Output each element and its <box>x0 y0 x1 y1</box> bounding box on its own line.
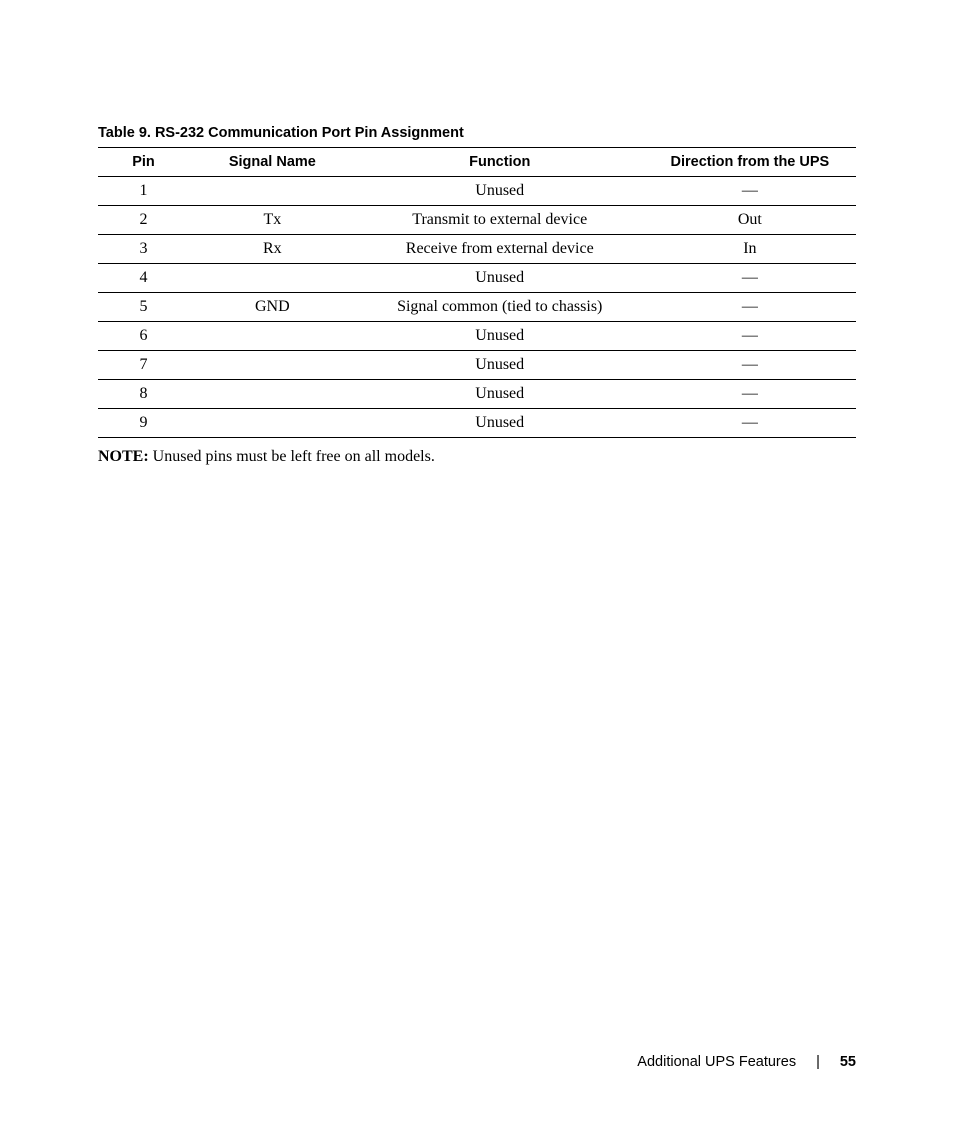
cell-direction: — <box>644 351 856 380</box>
cell-direction: — <box>644 177 856 206</box>
cell-signal <box>189 322 356 351</box>
col-header-direction: Direction from the UPS <box>644 148 856 177</box>
table-body: 1 Unused — 2 Tx Transmit to external dev… <box>98 177 856 438</box>
cell-function: Unused <box>356 409 644 438</box>
cell-direction: — <box>644 380 856 409</box>
cell-pin: 1 <box>98 177 189 206</box>
table-row: 4 Unused — <box>98 264 856 293</box>
table-row: 8 Unused — <box>98 380 856 409</box>
note-text: NOTE: Unused pins must be left free on a… <box>98 448 856 466</box>
col-header-function: Function <box>356 148 644 177</box>
table-title: Table 9. RS-232 Communication Port Pin A… <box>98 125 856 141</box>
cell-pin: 7 <box>98 351 189 380</box>
cell-function: Unused <box>356 380 644 409</box>
cell-function: Receive from external device <box>356 235 644 264</box>
note-label: NOTE: <box>98 448 149 465</box>
cell-signal <box>189 409 356 438</box>
cell-signal: Tx <box>189 206 356 235</box>
cell-pin: 3 <box>98 235 189 264</box>
cell-function: Signal common (tied to chassis) <box>356 293 644 322</box>
cell-pin: 4 <box>98 264 189 293</box>
cell-direction: Out <box>644 206 856 235</box>
cell-function: Unused <box>356 322 644 351</box>
table-row: 6 Unused — <box>98 322 856 351</box>
pin-assignment-table: Pin Signal Name Function Direction from … <box>98 147 856 438</box>
cell-function: Transmit to external device <box>356 206 644 235</box>
cell-direction: — <box>644 293 856 322</box>
table-header-row: Pin Signal Name Function Direction from … <box>98 148 856 177</box>
cell-signal <box>189 351 356 380</box>
cell-pin: 6 <box>98 322 189 351</box>
cell-signal: GND <box>189 293 356 322</box>
footer-divider: | <box>816 1054 820 1070</box>
cell-function: Unused <box>356 351 644 380</box>
table-row: 9 Unused — <box>98 409 856 438</box>
cell-function: Unused <box>356 177 644 206</box>
cell-signal <box>189 264 356 293</box>
footer-section: Additional UPS Features <box>637 1054 796 1070</box>
cell-direction: — <box>644 322 856 351</box>
cell-direction: In <box>644 235 856 264</box>
cell-function: Unused <box>356 264 644 293</box>
col-header-signal: Signal Name <box>189 148 356 177</box>
table-row: 3 Rx Receive from external device In <box>98 235 856 264</box>
cell-signal <box>189 177 356 206</box>
col-header-pin: Pin <box>98 148 189 177</box>
cell-pin: 8 <box>98 380 189 409</box>
table-row: 2 Tx Transmit to external device Out <box>98 206 856 235</box>
page-number: 55 <box>840 1054 856 1070</box>
cell-signal: Rx <box>189 235 356 264</box>
table-row: 7 Unused — <box>98 351 856 380</box>
cell-signal <box>189 380 356 409</box>
table-row: 5 GND Signal common (tied to chassis) — <box>98 293 856 322</box>
table-row: 1 Unused — <box>98 177 856 206</box>
cell-pin: 2 <box>98 206 189 235</box>
cell-direction: — <box>644 264 856 293</box>
note-body: Unused pins must be left free on all mod… <box>149 448 435 465</box>
page-footer: Additional UPS Features | 55 <box>637 1054 856 1070</box>
cell-direction: — <box>644 409 856 438</box>
page-content: Table 9. RS-232 Communication Port Pin A… <box>0 0 954 466</box>
cell-pin: 9 <box>98 409 189 438</box>
cell-pin: 5 <box>98 293 189 322</box>
